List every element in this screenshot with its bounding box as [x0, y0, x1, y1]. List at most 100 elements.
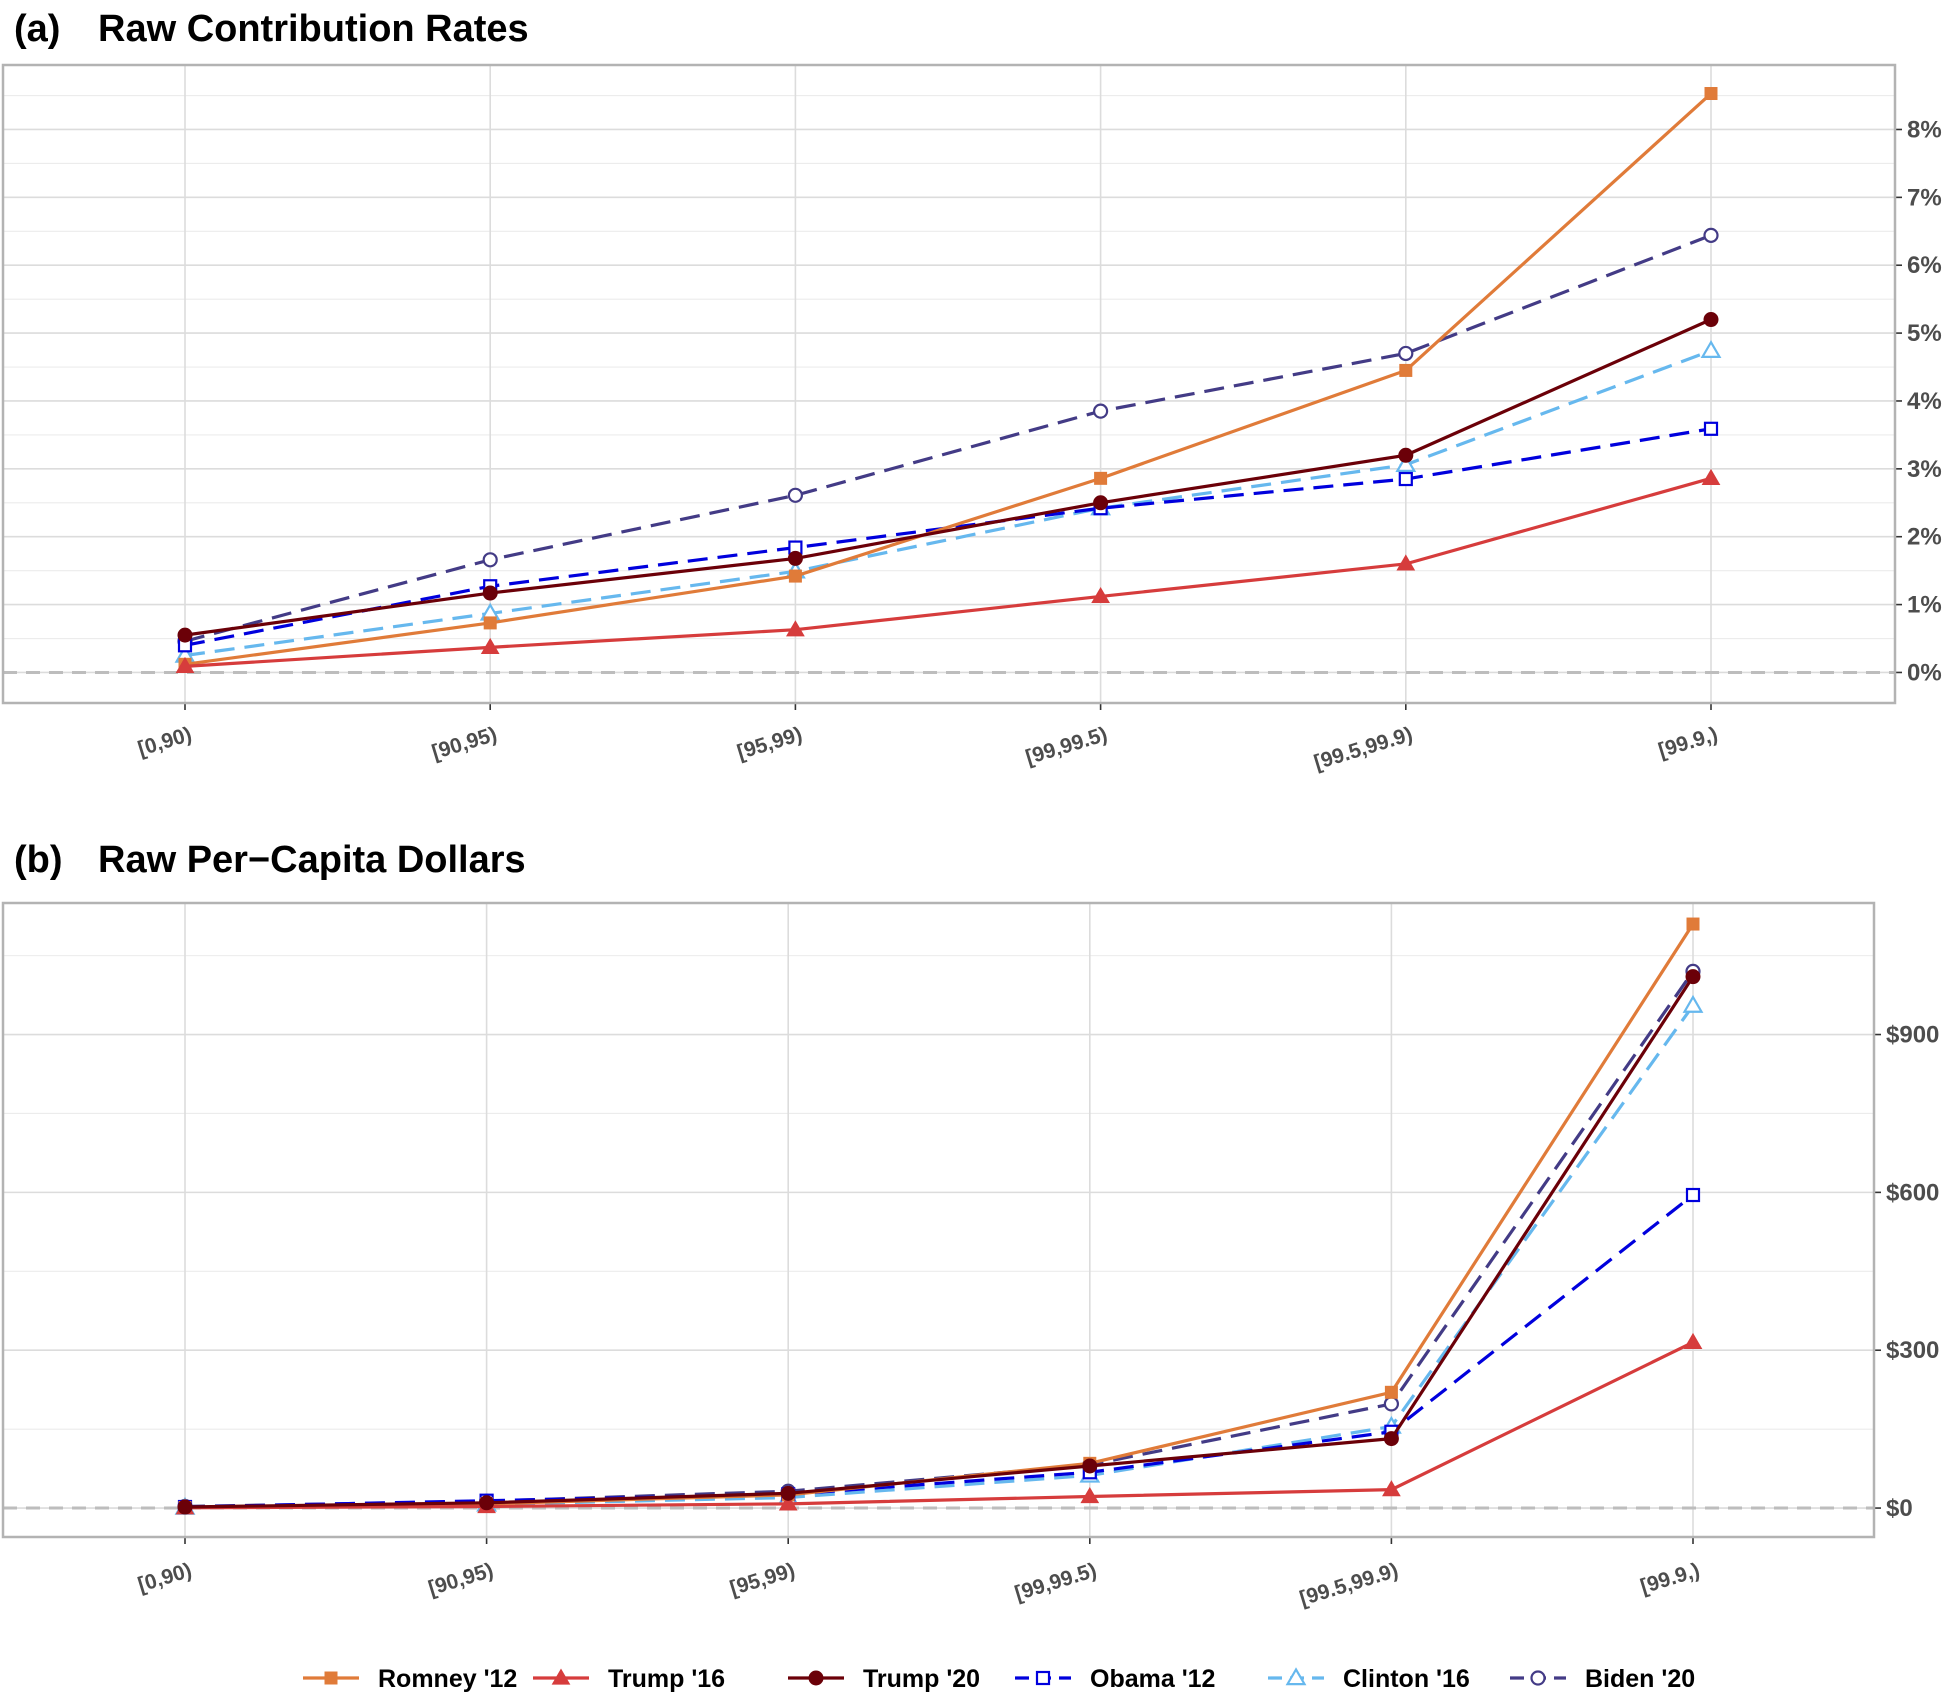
- panel-b-series-trump-16-point: [1382, 1480, 1401, 1497]
- panel-b-series-trump-20-point: [780, 1485, 796, 1501]
- panel-a-series-trump-16-point: [175, 656, 195, 673]
- panel-a-series-clinton-16-point: [1395, 454, 1417, 472]
- legend-item-obama-12: Obama '12: [1015, 1665, 1215, 1693]
- panel-b-series-romney-12-point: [1384, 1385, 1398, 1399]
- panel-b-series-clinton-16-point: [1682, 994, 1704, 1013]
- panel-b-y-tick-label: $0: [1886, 1495, 1913, 1522]
- legend-key-trump-20-marker: [808, 1670, 824, 1686]
- panel-b-x-tick-label: [0,90): [135, 1559, 194, 1597]
- panel-a-series-biden-20-line: [184, 233, 1712, 643]
- panel-a-series-romney-12-line: [184, 92, 1713, 666]
- panel-a-series-clinton-16-point: [1700, 340, 1722, 358]
- panel-b-series-trump-16-point: [1683, 1332, 1703, 1349]
- legend-label-biden-20: Biden '20: [1585, 1665, 1695, 1693]
- panel-a-series-obama-12-point: [1398, 471, 1413, 487]
- legend-key-obama-12-marker: [1035, 1670, 1051, 1686]
- panel-b-series-trump-20-point: [479, 1495, 495, 1511]
- panel-a-series-romney-12-point: [1704, 87, 1718, 101]
- panel-a-series-biden-20-point: [482, 552, 498, 568]
- panel-a-series-trump-20-point: [787, 550, 803, 566]
- panel-b-label: (b): [14, 839, 63, 881]
- panel-a-series-biden-20-point: [1398, 345, 1414, 362]
- panel-a-y-tick-label: 8%: [1907, 116, 1942, 143]
- panel-b-x-ticks: [0,90) [90,95) [95,99) [99,99.5) [99.5,99.9)…: [135, 1537, 1702, 1610]
- panel-b-series-clinton-16-line: [184, 1004, 1695, 1510]
- legend-label-trump-20: Trump '20: [863, 1665, 980, 1693]
- panel-a-series-romney-12-point: [1399, 363, 1413, 377]
- panel-a-series-trump-20-point: [177, 627, 193, 643]
- legend-item-trump-16: Trump '16: [533, 1665, 725, 1693]
- legend-label-trump-16: Trump '16: [608, 1665, 725, 1693]
- panel-a-x-tick-label: [95,99): [734, 723, 804, 764]
- panel-b-grid: [3, 903, 1874, 1537]
- panel-b-series: [174, 917, 1704, 1515]
- panel-a-y-tick-label: 3%: [1907, 456, 1942, 483]
- panel-a-series: [174, 87, 1722, 673]
- panel-a-series-obama-12-point: [1703, 421, 1719, 436]
- panel-b-y-tick-label: $900: [1886, 1022, 1939, 1049]
- panel-a-series-trump-16-point: [1091, 586, 1110, 604]
- legend-item-biden-20: Biden '20: [1510, 1665, 1695, 1693]
- legend-item-trump-20: Trump '20: [788, 1665, 980, 1693]
- panel-b-series-obama-12-line: [184, 1193, 1694, 1509]
- panel-b-x-tick-label: [99.5,99.9): [1297, 1559, 1401, 1611]
- panel-a-label: (a): [14, 8, 60, 50]
- panel-b-series-biden-20-point: [1383, 1396, 1400, 1412]
- panel-b-series-trump-20-point: [177, 1499, 193, 1515]
- panel-a-title: Raw Contribution Rates: [98, 8, 529, 50]
- panel-a-x-ticks: [0,90) [90,95) [95,99) [99,99.5) [99.5,99.9)…: [135, 703, 1720, 774]
- panel-a-x-tick-label: [99.5,99.9): [1311, 723, 1415, 775]
- panel-a-frame: [1, 63, 1897, 705]
- panel-b-x-tick-label: [95,99): [727, 1559, 797, 1600]
- panel-a-series-trump-20-point: [482, 585, 498, 601]
- legend-label-clinton-16: Clinton '16: [1343, 1665, 1470, 1693]
- panel-b-series-biden-20-line: [184, 970, 1695, 1509]
- panel-a-y-tick-label: 1%: [1907, 592, 1942, 619]
- panel-b-title: Raw Per−Capita Dollars: [98, 839, 526, 881]
- panel-b-y-tick-label: $300: [1886, 1337, 1939, 1364]
- panel-a-y-tick-label: 7%: [1907, 184, 1942, 211]
- panel-a-series-trump-20-point: [1398, 447, 1414, 463]
- panel-a-series-romney-12-point: [788, 569, 802, 583]
- legend-key-romney-12-marker: [324, 1671, 338, 1685]
- legend-item-clinton-16: Clinton '16: [1268, 1665, 1470, 1693]
- panel-contribution-rates: (a) Raw Contribution Rates 0% 1% 2% 3% 4% 5% 6…: [1, 8, 1942, 774]
- panel-a-y-tick-label: 2%: [1907, 524, 1942, 551]
- panel-b-x-tick-label: [90,95): [426, 1559, 496, 1600]
- panel-a-y-tick-label: 6%: [1907, 252, 1942, 279]
- panel-a-series-romney-12-point: [483, 616, 497, 630]
- panel-a-y-tick-label: 4%: [1907, 388, 1942, 415]
- panel-b-series-trump-20-point: [1685, 969, 1701, 985]
- panel-a-series-trump-16-point: [480, 637, 500, 654]
- panel-b-series-trump-20-point: [1082, 1458, 1098, 1474]
- panel-b-x-tick-label: [99,99.5): [1012, 1559, 1099, 1606]
- legend-label-obama-12: Obama '12: [1090, 1665, 1215, 1693]
- panel-a-series-biden-20-point: [787, 487, 804, 503]
- panel-per-capita-dollars: (b) Raw Per−Capita Dollars $0 $300 $600 $90…: [1, 839, 1939, 1610]
- panel-a-y-tick-label: 5%: [1907, 320, 1942, 347]
- panel-b-series-romney-12-point: [1686, 917, 1700, 931]
- panel-a-series-trump-16-line: [184, 476, 1712, 668]
- panel-a-y-tick-label: 0%: [1907, 659, 1942, 686]
- panel-a-series-trump-20-line: [184, 318, 1712, 637]
- panel-a-series-trump-20-point: [1093, 495, 1109, 511]
- panel-b-series-trump-20-line: [184, 975, 1695, 1509]
- legend-label-romney-12: Romney '12: [378, 1665, 517, 1693]
- legend-key-clinton-16-marker: [1285, 1667, 1307, 1686]
- panel-a-series-trump-16-point: [1701, 468, 1721, 485]
- panel-a-y-ticks: 0% 1% 2% 3% 4% 5% 6% 7% 8%: [1895, 116, 1942, 686]
- legend-key-trump-16-marker: [551, 1668, 571, 1685]
- panel-b-series-trump-16-line: [184, 1340, 1694, 1510]
- panel-b-y-tick-label: $600: [1886, 1179, 1939, 1206]
- panel-b-series-obama-12-point: [1685, 1187, 1701, 1203]
- panel-a-grid: [3, 65, 1895, 703]
- panel-b-series-trump-16-point: [1080, 1486, 1100, 1504]
- panel-b-series-romney-12-line: [184, 923, 1695, 1510]
- panel-b-series-trump-16-point: [778, 1494, 798, 1511]
- panel-a-series-romney-12-point: [1094, 471, 1108, 485]
- panel-a-series-biden-20-point: [1092, 403, 1109, 419]
- legend: Romney '12 Trump '16 Trump '20 Obama '12 Cli…: [303, 1665, 1695, 1693]
- panel-a-series-biden-20-point: [1703, 227, 1719, 243]
- panel-b-y-ticks: $0 $300 $600 $900: [1874, 1022, 1939, 1522]
